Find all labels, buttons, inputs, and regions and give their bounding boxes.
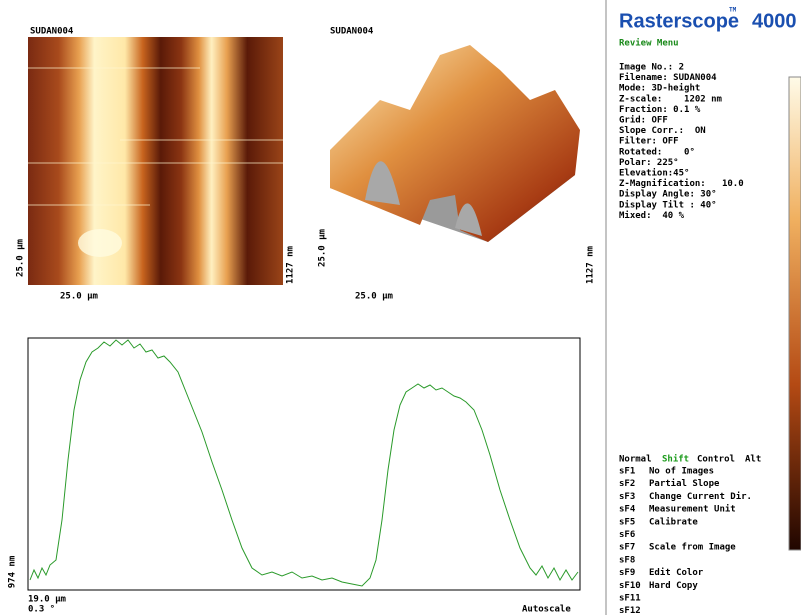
brand-model: 4000 — [752, 10, 797, 32]
profile-z-scale: 974 nm — [8, 555, 18, 588]
bright-spot — [78, 229, 122, 257]
screen: SUDAN004 25.0 µm 25.0 µm 1127 nm SUDAN00… — [0, 0, 801, 615]
info-line: Z-scale: 1202 nm — [619, 94, 723, 104]
profile-frame — [28, 338, 580, 590]
color-bar — [789, 77, 801, 550]
info-line: Slope Corr.: ON — [619, 126, 706, 136]
menu-key[interactable]: sF11 — [619, 594, 641, 604]
info-line: Elevation:45° — [619, 168, 689, 179]
menu-title: Review Menu — [619, 38, 679, 49]
info-line: Filename: SUDAN004 — [619, 72, 717, 83]
menu-label[interactable]: Change Current Dir. — [649, 491, 752, 502]
profile-angle: 0.3 ° — [28, 605, 55, 615]
info-line: Mixed: 40 % — [619, 210, 685, 221]
modifier-tab[interactable]: Shift — [662, 454, 689, 465]
profile-line — [30, 340, 578, 586]
info-line: Polar: 225° — [619, 158, 679, 168]
menu-key[interactable]: sF2 — [619, 479, 635, 489]
info-line: Display Tilt : 40° — [619, 199, 717, 210]
menu-label[interactable]: Scale from Image — [649, 543, 736, 553]
modifier-tab[interactable]: Control — [697, 455, 735, 465]
menu-key[interactable]: sF6 — [619, 530, 635, 540]
info-line: Grid: OFF — [619, 115, 668, 126]
menu-key[interactable]: sF8 — [619, 555, 635, 565]
info-line: Fraction: 0.1 % — [619, 104, 701, 115]
menu-key[interactable]: sF3 — [619, 492, 635, 502]
info-line: Mode: 3D-height — [619, 83, 700, 94]
menu-label[interactable]: Calibrate — [649, 516, 698, 527]
info-line: Display Angle: 30° — [619, 189, 717, 200]
menu-key[interactable]: sF10 — [619, 581, 641, 591]
info-line: Image No.: 2 — [619, 63, 684, 73]
brand-tm: TM — [729, 7, 737, 14]
z-scale: 1127 nm — [286, 245, 296, 284]
brand-name: Rasterscope — [619, 10, 739, 32]
menu-key[interactable]: sF4 — [619, 505, 636, 515]
image-title: SUDAN004 — [330, 27, 374, 37]
info-line: Z-Magnification: 10.0 — [619, 178, 744, 189]
info-line: Filter: OFF — [619, 136, 679, 147]
menu-label[interactable]: Edit Color — [649, 567, 704, 578]
x-scale: 25.0 µm — [355, 292, 394, 302]
menu-key[interactable]: sF12 — [619, 606, 641, 615]
modifier-tab[interactable]: Alt — [745, 455, 761, 465]
function-menu: Normal Shift Control Alt sF1 No of Images sF2 P… — [619, 454, 761, 615]
afm-image — [28, 37, 283, 285]
z-scale: 1127 nm — [586, 245, 596, 284]
menu-label[interactable]: Partial Slope — [649, 478, 720, 489]
menu-key[interactable]: sF9 — [619, 568, 635, 578]
menu-label[interactable]: Measurement Unit — [649, 504, 736, 515]
profile-length: 19.0 µm — [28, 595, 67, 605]
y-scale: 25.0 µm — [318, 228, 328, 267]
modifier-tab[interactable]: Normal — [619, 455, 652, 465]
y-scale: 25.0 µm — [16, 238, 26, 277]
image-title: SUDAN004 — [30, 27, 74, 37]
menu-key[interactable]: sF5 — [619, 517, 635, 527]
menu-label[interactable]: Hard Copy — [649, 581, 698, 591]
info-line: Rotated: 0° — [619, 147, 695, 157]
menu-key[interactable]: sF1 — [619, 467, 635, 477]
menu-key[interactable]: sF7 — [619, 543, 635, 553]
x-scale: 25.0 µm — [60, 292, 99, 302]
menu-label[interactable]: No of Images — [649, 467, 714, 477]
autoscale: Autoscale — [522, 605, 571, 615]
